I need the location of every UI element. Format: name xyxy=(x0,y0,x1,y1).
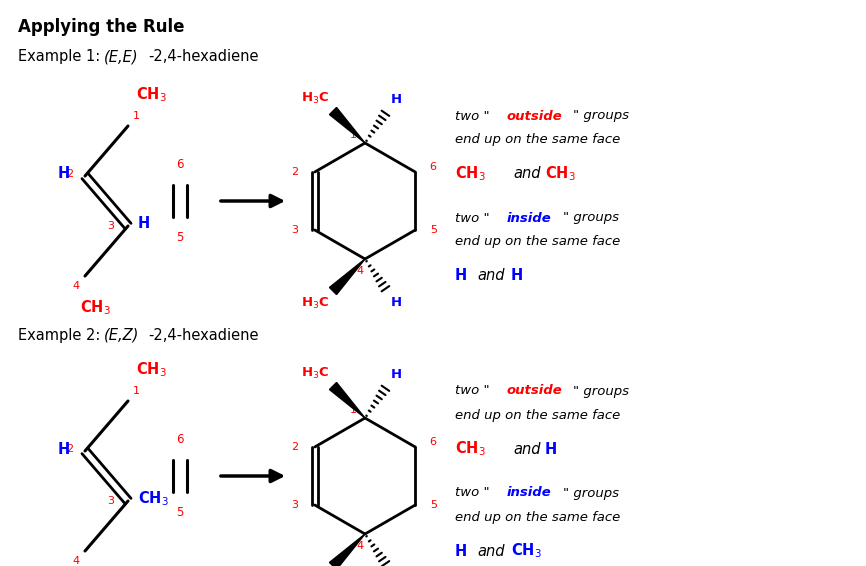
Polygon shape xyxy=(329,383,365,418)
Text: H: H xyxy=(391,296,402,309)
Text: 6: 6 xyxy=(177,433,184,446)
Text: Example 2:: Example 2: xyxy=(18,328,105,343)
Text: H: H xyxy=(58,441,70,457)
Text: two ": two " xyxy=(455,384,489,397)
Text: two ": two " xyxy=(455,109,489,122)
Text: and: and xyxy=(477,543,505,559)
Text: " groups: " groups xyxy=(573,109,629,122)
Text: 2: 2 xyxy=(291,442,298,452)
Text: H: H xyxy=(511,268,523,284)
Text: " groups: " groups xyxy=(563,212,619,225)
Text: 5: 5 xyxy=(177,231,184,244)
Text: Example 1:: Example 1: xyxy=(18,49,105,64)
Text: " groups: " groups xyxy=(573,384,629,397)
Text: 6: 6 xyxy=(430,162,436,172)
Text: two ": two " xyxy=(455,487,489,500)
Text: end up on the same face: end up on the same face xyxy=(455,511,620,524)
Text: 6: 6 xyxy=(430,437,436,447)
Text: CH$_3$: CH$_3$ xyxy=(136,361,167,379)
Text: 5: 5 xyxy=(430,225,436,235)
Text: H: H xyxy=(391,368,402,381)
Text: H: H xyxy=(138,217,150,231)
Text: -2,4-hexadiene: -2,4-hexadiene xyxy=(148,49,258,64)
Text: 4: 4 xyxy=(73,281,80,291)
Text: (E,E): (E,E) xyxy=(104,49,139,64)
Text: -2,4-hexadiene: -2,4-hexadiene xyxy=(148,328,258,343)
Text: CH$_3$: CH$_3$ xyxy=(455,440,486,458)
Text: 6: 6 xyxy=(177,158,184,171)
Text: outside: outside xyxy=(507,109,563,122)
Text: and: and xyxy=(477,268,505,284)
Text: H$_3$C: H$_3$C xyxy=(301,296,329,311)
Text: CH$_3$: CH$_3$ xyxy=(545,165,576,183)
Text: end up on the same face: end up on the same face xyxy=(455,134,620,147)
Text: two ": two " xyxy=(455,212,489,225)
Text: 3: 3 xyxy=(291,225,298,235)
Text: and: and xyxy=(513,441,540,457)
Text: 3: 3 xyxy=(291,500,298,510)
Text: 5: 5 xyxy=(430,500,436,510)
Text: inside: inside xyxy=(507,212,552,225)
Text: CH$_3$: CH$_3$ xyxy=(511,542,542,560)
Text: 2: 2 xyxy=(66,444,73,454)
Text: H: H xyxy=(455,543,468,559)
Text: CH$_3$: CH$_3$ xyxy=(80,298,111,317)
Text: CH$_3$: CH$_3$ xyxy=(455,165,486,183)
Text: 3: 3 xyxy=(107,221,114,231)
Text: 4: 4 xyxy=(357,266,364,276)
Text: H: H xyxy=(58,166,70,182)
Text: 3: 3 xyxy=(107,496,114,506)
Polygon shape xyxy=(329,108,365,143)
Text: end up on the same face: end up on the same face xyxy=(455,235,620,248)
Polygon shape xyxy=(329,259,365,294)
Text: 2: 2 xyxy=(291,167,298,177)
Text: H: H xyxy=(455,268,468,284)
Text: 1: 1 xyxy=(350,130,357,140)
Polygon shape xyxy=(329,534,365,566)
Text: H$_3$C: H$_3$C xyxy=(301,91,329,106)
Text: 1: 1 xyxy=(133,386,140,396)
Text: CH$_3$: CH$_3$ xyxy=(138,490,169,508)
Text: CH$_3$: CH$_3$ xyxy=(136,85,167,104)
Text: Applying the Rule: Applying the Rule xyxy=(18,18,184,36)
Text: 4: 4 xyxy=(73,556,80,566)
Text: inside: inside xyxy=(507,487,552,500)
Text: (E,Z): (E,Z) xyxy=(104,328,139,343)
Text: outside: outside xyxy=(507,384,563,397)
Text: H: H xyxy=(391,93,402,106)
Text: 4: 4 xyxy=(357,541,364,551)
Text: end up on the same face: end up on the same face xyxy=(455,409,620,422)
Text: 5: 5 xyxy=(177,506,184,519)
Text: H$_3$C: H$_3$C xyxy=(301,366,329,381)
Text: 1: 1 xyxy=(350,405,357,415)
Text: and: and xyxy=(513,166,540,182)
Text: 1: 1 xyxy=(133,111,140,121)
Text: " groups: " groups xyxy=(563,487,619,500)
Text: 2: 2 xyxy=(66,169,73,179)
Text: H: H xyxy=(545,441,557,457)
